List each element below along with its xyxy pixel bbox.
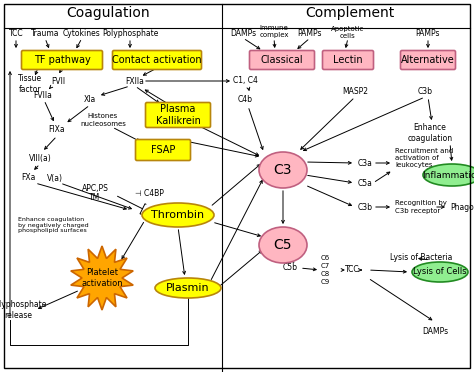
Ellipse shape	[259, 152, 307, 188]
Ellipse shape	[155, 278, 221, 298]
FancyBboxPatch shape	[21, 51, 102, 70]
Text: C3: C3	[274, 163, 292, 177]
Text: Recognition by
C3b receptor: Recognition by C3b receptor	[395, 201, 447, 214]
Text: Histones
nucleosomes: Histones nucleosomes	[80, 113, 126, 126]
Text: C4b: C4b	[237, 96, 253, 105]
Text: PAMPs: PAMPs	[416, 29, 440, 38]
Text: Coagulation: Coagulation	[66, 6, 150, 20]
Ellipse shape	[412, 262, 468, 282]
Text: TF pathway: TF pathway	[34, 55, 91, 65]
Text: Immune
complex: Immune complex	[259, 26, 289, 38]
FancyBboxPatch shape	[146, 103, 210, 128]
Text: C1, C4: C1, C4	[233, 77, 257, 86]
FancyBboxPatch shape	[136, 140, 191, 160]
Text: Classical: Classical	[261, 55, 303, 65]
Polygon shape	[71, 246, 133, 310]
Text: Enhance coagulation
by negatively charged
phospholipid surfaces: Enhance coagulation by negatively charge…	[18, 217, 89, 233]
Text: C9: C9	[320, 279, 329, 285]
Text: Cytokines: Cytokines	[63, 29, 101, 38]
FancyBboxPatch shape	[112, 51, 201, 70]
Text: TM: TM	[90, 193, 100, 202]
Text: Phagocytosis: Phagocytosis	[450, 202, 474, 212]
Text: V(a): V(a)	[47, 173, 63, 183]
Text: C6: C6	[320, 255, 329, 261]
Text: C8: C8	[320, 271, 329, 277]
Text: Recruitment and
activation of
leukocytes: Recruitment and activation of leukocytes	[395, 148, 453, 168]
Ellipse shape	[142, 203, 214, 227]
Text: Enhance
coagulation: Enhance coagulation	[408, 123, 453, 143]
Text: C5b: C5b	[283, 263, 298, 273]
Text: FSAP: FSAP	[151, 145, 175, 155]
Text: C3b: C3b	[358, 202, 373, 212]
Text: Contact activation: Contact activation	[112, 55, 202, 65]
Text: C7: C7	[320, 263, 329, 269]
Text: Plasmin: Plasmin	[166, 283, 210, 293]
Text: Complement: Complement	[305, 6, 395, 20]
Text: Alternative: Alternative	[401, 55, 455, 65]
Text: Plasma
Kallikrein: Plasma Kallikrein	[155, 104, 201, 126]
Text: PAMPs: PAMPs	[298, 29, 322, 38]
Text: C3b: C3b	[418, 87, 432, 96]
FancyBboxPatch shape	[322, 51, 374, 70]
Text: DAMPs: DAMPs	[422, 327, 448, 337]
Text: Apoptotic
cells: Apoptotic cells	[331, 26, 365, 38]
Text: Tissue
factor: Tissue factor	[18, 74, 42, 94]
Text: Polyphosphate: Polyphosphate	[102, 29, 158, 38]
Text: TCC: TCC	[345, 266, 359, 275]
Text: Lectin: Lectin	[333, 55, 363, 65]
FancyBboxPatch shape	[401, 51, 456, 70]
Text: Trauma: Trauma	[31, 29, 59, 38]
Text: ⊣ C4BP: ⊣ C4BP	[135, 189, 164, 198]
FancyBboxPatch shape	[249, 51, 315, 70]
Text: DAMPs: DAMPs	[230, 29, 256, 38]
Text: Platelet
activation: Platelet activation	[81, 268, 123, 288]
Text: MASP2: MASP2	[342, 87, 368, 96]
Text: XIa: XIa	[84, 96, 96, 105]
Text: Inflammation: Inflammation	[422, 170, 474, 180]
Text: C5a: C5a	[358, 179, 373, 187]
Text: FIXa: FIXa	[49, 125, 65, 135]
Text: C3a: C3a	[358, 158, 373, 167]
Text: FXa: FXa	[21, 173, 35, 183]
Text: Thrombin: Thrombin	[151, 210, 205, 220]
Text: VIII(a): VIII(a)	[28, 154, 51, 163]
Text: FVIIa: FVIIa	[34, 90, 53, 99]
Text: Lysis of Bacteria: Lysis of Bacteria	[390, 253, 452, 263]
Ellipse shape	[423, 164, 474, 186]
Text: C5: C5	[274, 238, 292, 252]
Text: TCC: TCC	[9, 29, 23, 38]
Text: FXIIa: FXIIa	[126, 77, 145, 86]
Text: APC,PS: APC,PS	[82, 183, 109, 192]
Text: FVII: FVII	[51, 77, 65, 86]
Text: Polyphosphate
release: Polyphosphate release	[0, 300, 46, 320]
Ellipse shape	[259, 227, 307, 263]
Text: Lysis of Cells: Lysis of Cells	[413, 267, 467, 276]
